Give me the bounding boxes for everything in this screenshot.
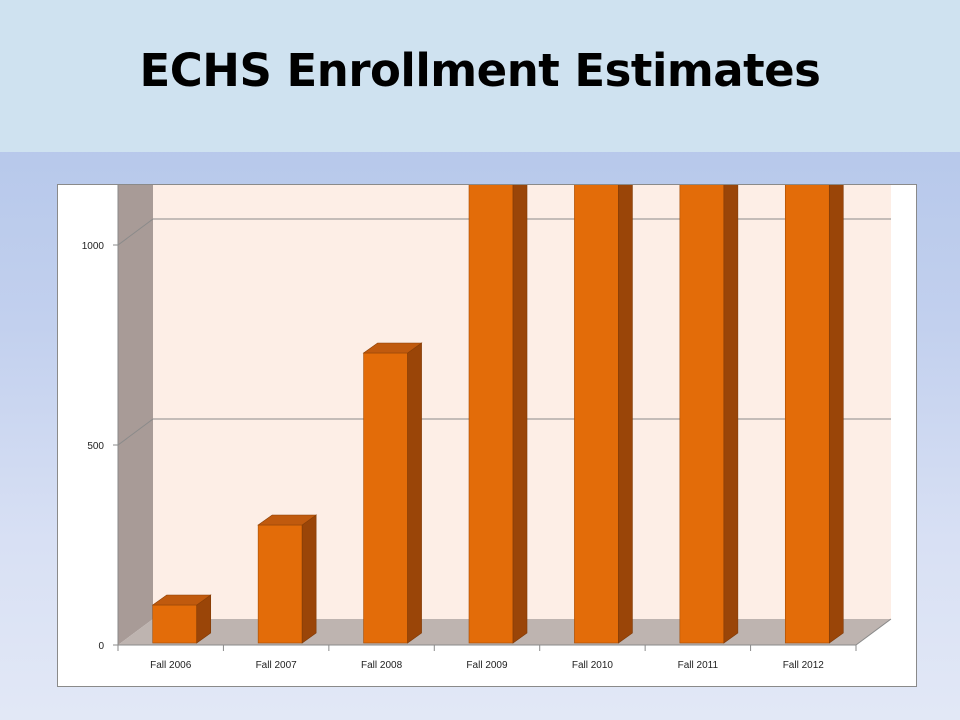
y-tick-label: 1000 [82, 241, 105, 252]
bar-side [512, 185, 528, 644]
bar [257, 524, 303, 644]
bar-side [828, 185, 844, 644]
gridline-side [117, 218, 154, 246]
x-tick-label: Fall 2011 [678, 660, 719, 671]
bar [363, 352, 408, 644]
x-tick-label: Fall 2008 [361, 660, 403, 671]
bar [468, 185, 514, 644]
slide-title: ECHS Enrollment Estimates [139, 44, 821, 97]
bar-side [407, 342, 422, 644]
floor-edge [855, 618, 892, 646]
bar [574, 185, 619, 644]
bar [152, 604, 198, 644]
bar-side [618, 185, 633, 644]
x-tick-label: Fall 2009 [466, 660, 508, 671]
x-tick-label: Fall 2010 [572, 660, 614, 671]
x-tick-label: Fall 2007 [256, 660, 298, 671]
bar-top [362, 342, 423, 354]
gridline-side [117, 418, 154, 446]
x-tick-label: Fall 2006 [150, 660, 192, 671]
bar-top [151, 594, 212, 606]
bar [679, 185, 725, 644]
title-band [0, 0, 960, 152]
side-wall [118, 185, 153, 645]
x-tick-label: Fall 2012 [783, 660, 825, 671]
bar-side [301, 514, 317, 644]
bar-side [723, 185, 739, 644]
y-tick-label: 500 [87, 441, 104, 452]
bar-top [257, 514, 318, 526]
bar [784, 185, 830, 644]
y-tick-label: 0 [98, 641, 104, 652]
